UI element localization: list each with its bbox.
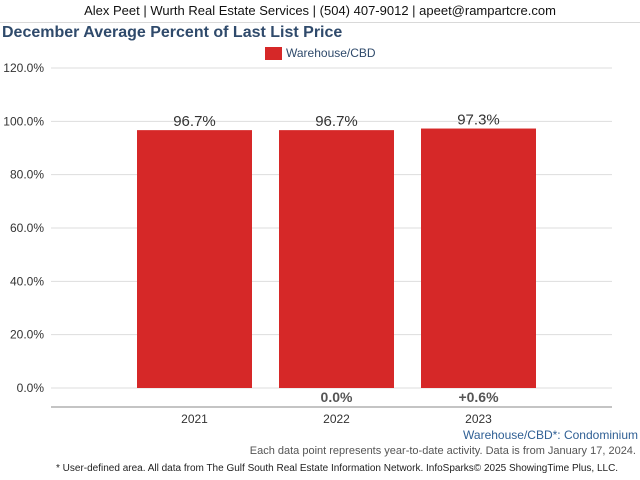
y-tick-label: 0.0% [17,381,45,395]
x-tick-label: 2021 [181,412,208,426]
bar-change-label: 0.0% [321,389,353,405]
y-tick-label: 40.0% [10,274,44,288]
chart-title: December Average Percent of Last List Pr… [2,24,343,41]
footer-note: * User-defined area. All data from The G… [56,463,619,474]
x-tick-label: 2023 [465,412,492,426]
series-caption: Warehouse/CBD*: Condominium [463,428,638,442]
y-tick-label: 60.0% [10,221,44,235]
contact-header: Alex Peet | Wurth Real Estate Services |… [0,0,640,23]
legend-swatch [265,46,282,60]
contact-line: Alex Peet | Wurth Real Estate Services |… [84,3,556,18]
bar-value-label: 97.3% [457,112,500,129]
y-tick-label: 120.0% [3,61,44,75]
legend-label: Warehouse/CBD [286,46,376,60]
data-note: Each data point represents year-to-date … [249,445,636,457]
chart-legend: Warehouse/CBD [265,45,376,61]
bar-change-label: +0.6% [458,389,499,405]
y-tick-label: 20.0% [10,328,44,342]
y-tick-label: 80.0% [10,168,44,182]
bar-value-label: 96.7% [173,113,216,130]
bar [137,130,252,388]
y-tick-label: 100.0% [3,114,44,128]
bar-value-label: 96.7% [315,113,358,130]
bar [421,128,536,389]
x-tick-label: 2022 [323,412,350,426]
bar [279,130,394,388]
